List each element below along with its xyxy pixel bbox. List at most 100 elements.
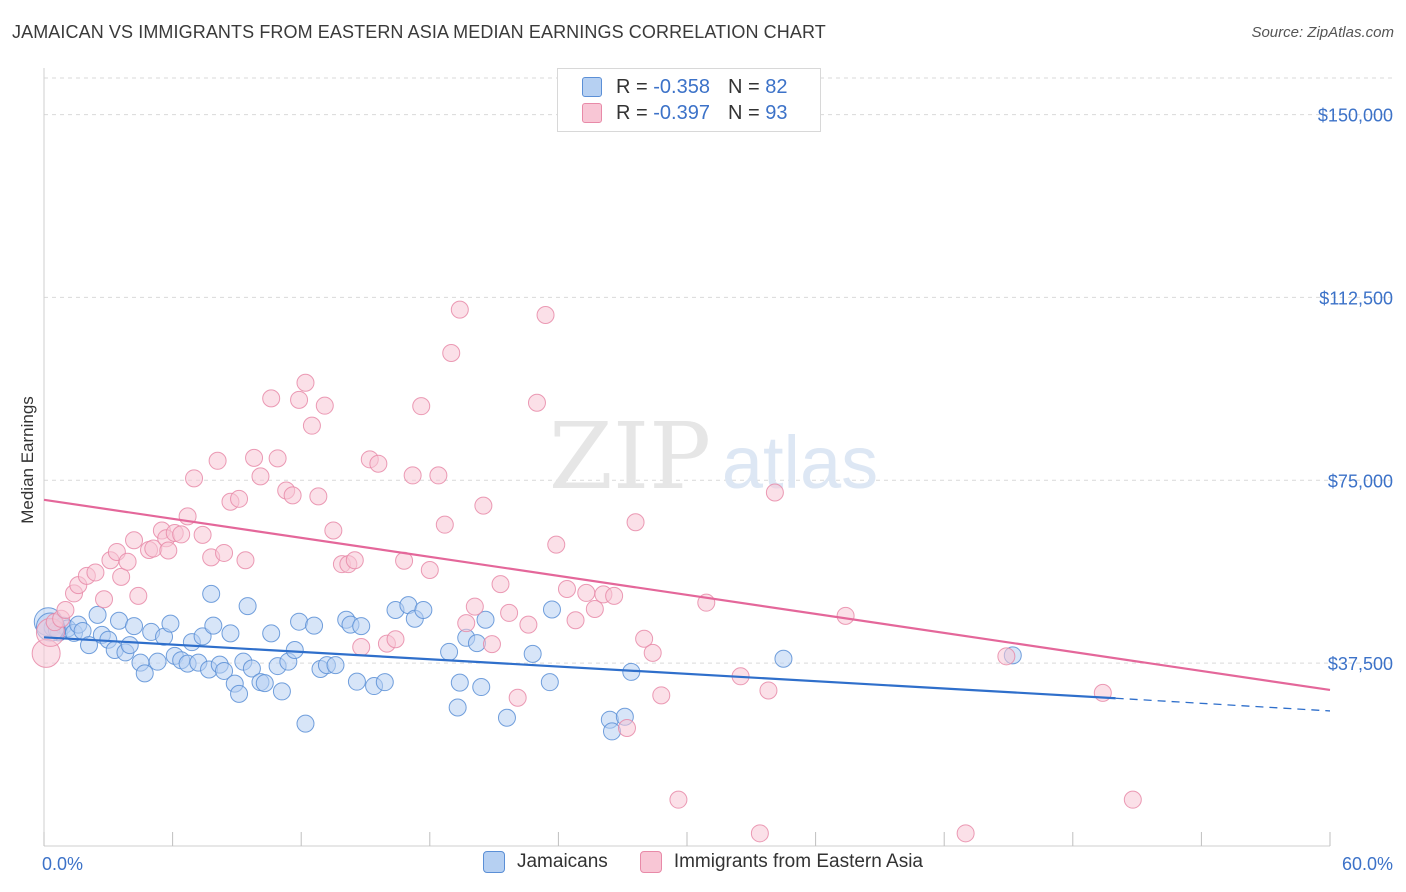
legend-label-eastern-asia: Immigrants from Eastern Asia xyxy=(673,851,924,872)
eastern-asia-point xyxy=(125,531,144,550)
eastern-asia-point xyxy=(585,600,604,619)
eastern-asia-point xyxy=(369,454,388,473)
eastern-asia-point xyxy=(577,583,596,602)
jamaicans-point xyxy=(290,612,309,631)
eastern-asia-point xyxy=(457,614,476,633)
eastern-asia-point xyxy=(1123,790,1142,809)
eastern-asia-point xyxy=(268,449,287,468)
eastern-asia-point xyxy=(836,606,855,625)
eastern-asia-point xyxy=(112,567,131,586)
eastern-asia-point xyxy=(159,541,178,560)
eastern-asia-point xyxy=(617,718,636,737)
eastern-asia-point xyxy=(508,688,527,707)
jamaicans-trend-extension xyxy=(1115,697,1331,712)
r-value: -0.397 xyxy=(653,101,710,124)
r-label: R = xyxy=(616,75,648,98)
eastern-asia-point xyxy=(172,525,191,544)
n-value: 93 xyxy=(765,101,788,124)
jamaicans-point xyxy=(450,673,469,692)
eastern-asia-point xyxy=(491,575,510,594)
jamaicans-point xyxy=(326,656,345,675)
eastern-asia-point xyxy=(352,638,371,657)
eastern-asia-point xyxy=(536,305,555,324)
y-tick-label: $37,500 xyxy=(1328,654,1393,674)
eastern-asia-point xyxy=(474,496,493,515)
eastern-asia-point xyxy=(997,647,1016,666)
eastern-asia-point xyxy=(296,373,315,392)
jamaicans-point xyxy=(602,722,621,741)
x-tick-label: 0.0% xyxy=(42,854,83,874)
eastern-asia-point xyxy=(519,615,538,634)
jamaicans-point xyxy=(204,616,223,635)
y-tick-label: $150,000 xyxy=(1318,106,1393,126)
eastern-asia-point xyxy=(386,630,405,649)
eastern-asia-point xyxy=(86,563,105,582)
eastern-asia-point xyxy=(215,543,234,562)
eastern-asia-point xyxy=(129,586,148,605)
eastern-asia-point xyxy=(56,600,75,619)
jamaicans-point xyxy=(305,616,324,635)
legend-item-eastern-asia: Immigrants from Eastern Asia xyxy=(639,851,924,873)
n-label: N = xyxy=(727,101,760,124)
trend-lines xyxy=(43,498,1331,712)
grid-lines xyxy=(44,77,1394,664)
eastern-asia-point xyxy=(95,590,114,609)
x-tick-label: 60.0% xyxy=(1342,854,1393,874)
jamaicans-point xyxy=(448,698,467,717)
jamaicans-point xyxy=(161,614,180,633)
eastern-asia-point xyxy=(669,790,688,809)
jamaicans-point xyxy=(221,624,240,643)
source-note: Source: ZipAtlas.com xyxy=(1251,24,1394,41)
jamaicans-point xyxy=(285,640,304,659)
n-label: N = xyxy=(727,75,760,98)
eastern-asia-point xyxy=(412,397,431,416)
eastern-asia-point xyxy=(208,451,227,470)
watermark-atlas: atlas xyxy=(722,421,878,504)
legend-label-jamaicans: Jamaicans xyxy=(516,851,608,872)
eastern-asia-point xyxy=(643,643,662,662)
eastern-asia-point xyxy=(429,466,448,485)
jamaicans-point xyxy=(440,642,459,661)
eastern-asia-point xyxy=(500,603,519,622)
jamaicans-point xyxy=(467,634,486,653)
eastern-asia-trend-line xyxy=(43,498,1331,692)
eastern-asia-point xyxy=(435,515,454,534)
eastern-asia-point xyxy=(302,416,321,435)
eastern-asia-point xyxy=(420,561,439,580)
jamaicans-point xyxy=(540,673,559,692)
eastern-asia-point xyxy=(236,551,255,570)
legend-swatch-blue xyxy=(482,851,505,873)
jamaicans-point xyxy=(523,644,542,663)
jamaicans-point xyxy=(296,714,315,733)
jamaicans-point xyxy=(202,584,221,603)
eastern-asia-point xyxy=(626,513,645,532)
jamaicans-point xyxy=(774,649,793,668)
jamaicans-point xyxy=(262,624,281,643)
jamaicans-trend-line xyxy=(43,636,1116,700)
eastern-asia-point xyxy=(765,483,784,502)
eastern-asia-point xyxy=(193,525,212,544)
eastern-asia-point xyxy=(450,300,469,319)
jamaicans-point xyxy=(242,659,261,678)
r-value: -0.358 xyxy=(653,75,710,98)
eastern-asia-point xyxy=(759,681,778,700)
eastern-asia-point xyxy=(118,552,137,571)
eastern-asia-point xyxy=(315,396,334,415)
data-points xyxy=(31,300,1142,843)
jamaicans-point xyxy=(135,664,154,683)
stats-row-eastern-asia: R = -0.397 N = 93 xyxy=(582,101,787,125)
y-tick-label: $112,500 xyxy=(1319,288,1393,308)
y-axis-label: Median Earnings xyxy=(18,396,37,524)
eastern-asia-point xyxy=(403,466,422,485)
eastern-asia-point xyxy=(635,629,654,648)
axes xyxy=(43,68,1331,847)
eastern-asia-point xyxy=(262,389,281,408)
jamaicans-point xyxy=(272,682,291,701)
eastern-asia-point xyxy=(750,824,769,843)
eastern-asia-point xyxy=(527,393,546,412)
jamaicans-point xyxy=(88,605,107,624)
jamaicans-point xyxy=(230,684,249,703)
legend-swatch-pink xyxy=(639,851,662,873)
eastern-asia-point xyxy=(290,390,309,409)
